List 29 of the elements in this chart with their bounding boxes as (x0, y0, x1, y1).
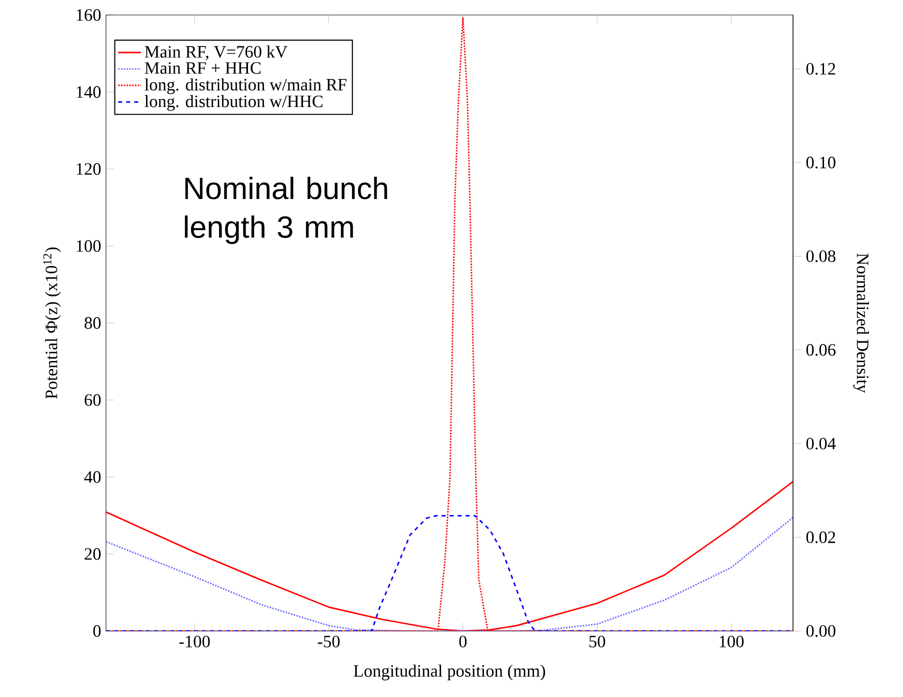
y-tick-label: 0 (93, 625, 101, 637)
y2-tick-label: 0.12 (806, 62, 836, 75)
y-tick-label: 140 (76, 86, 101, 98)
x-tick-label: -50 (318, 636, 340, 648)
legend-label: long. distribution w/main RF (144, 78, 346, 94)
x-tick-label: 100 (720, 636, 744, 648)
legend-label: Main RF, V=760 kV (144, 46, 288, 60)
y2-tick-label: 0.04 (806, 438, 836, 450)
y2-tick-label: 0.02 (806, 531, 836, 544)
x-tick-label: 50 (589, 636, 606, 648)
y-tick-label: 120 (76, 163, 101, 175)
legend-label: long. distribution w/HHC (144, 95, 322, 111)
x-axis-title: Longitudinal position (mm) (354, 664, 546, 680)
y2-tick-label: 0.10 (806, 156, 836, 168)
y-tick-label: 20 (84, 548, 101, 560)
x-tick-label: 0 (459, 636, 467, 648)
y-tick-label: 60 (84, 394, 101, 406)
y-axis-title: Potential Φ(z) (x10$^{12}$) (43, 247, 61, 399)
y-tick-label: 160 (76, 9, 101, 21)
y2-tick-label: 0.06 (806, 344, 836, 356)
y-tick-label: 100 (76, 240, 101, 252)
legend-label: Main RF + HHC (144, 62, 261, 74)
y2-axis-title: Normalized Density (853, 253, 869, 393)
y-tick-label: 40 (84, 471, 101, 483)
y-tick-label: 80 (84, 317, 101, 329)
y2-tick-label: 0.00 (806, 625, 836, 637)
x-tick-label: -100 (179, 636, 210, 648)
y2-tick-label: 0.08 (806, 250, 836, 262)
annotation: Nominal bunch length 3 mm (184, 176, 388, 244)
